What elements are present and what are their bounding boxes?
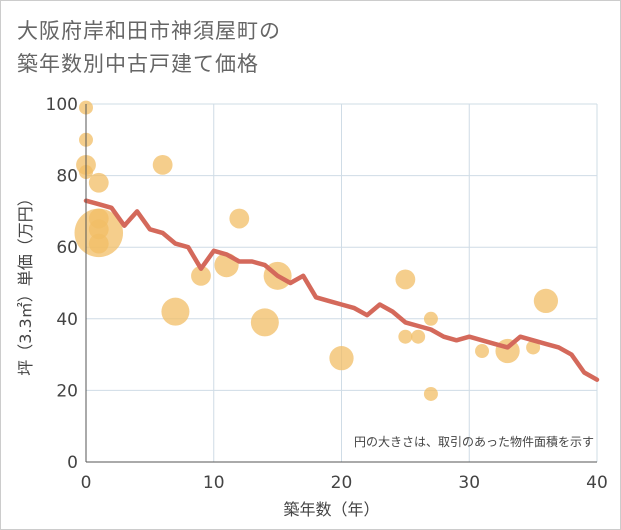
data-point <box>398 329 413 344</box>
axis-labels: 0 20 40 60 80 100 0 10 20 30 40 築年数（年） 坪（3.3㎡）単価（万円）… <box>16 95 608 519</box>
x-tick-label: 30 <box>458 473 480 493</box>
data-point <box>88 233 109 254</box>
y-axis-title: 坪（3.3㎡）単価（万円） <box>16 190 35 375</box>
x-tick-label: 20 <box>331 473 353 493</box>
x-tick-label: 40 <box>586 473 608 493</box>
x-tick-label: 0 <box>81 473 92 493</box>
x-tick-label: 10 <box>203 473 225 493</box>
data-point <box>229 208 250 229</box>
data-point <box>526 340 541 355</box>
data-point <box>533 288 559 314</box>
title-line-1: 大阪府岸和田市神須屋町の <box>17 19 281 43</box>
y-tick-label: 80 <box>56 167 78 187</box>
data-point <box>423 386 438 401</box>
average-line <box>83 198 600 382</box>
data-point <box>411 329 426 344</box>
bubble-series <box>74 100 559 401</box>
y-tick-label: 100 <box>46 95 78 115</box>
data-point <box>250 308 279 337</box>
axes <box>85 104 597 463</box>
y-tick-label: 60 <box>56 238 78 258</box>
title-line-2: 築年数別中古戸建て価格 <box>17 52 259 76</box>
size-legend-note: 円の大きさは、取引のあった物件面積を示す <box>354 434 594 449</box>
y-tick-label: 40 <box>56 310 78 330</box>
average-line-series <box>83 198 600 382</box>
x-axis-title: 築年数（年） <box>283 500 379 519</box>
data-point <box>395 269 416 290</box>
y-tick-label: 0 <box>67 453 78 473</box>
data-point <box>152 154 173 175</box>
data-point <box>74 208 124 258</box>
chart-title: 大阪府岸和田市神須屋町の 築年数別中古戸建て価格 <box>17 15 281 81</box>
data-point <box>475 344 490 359</box>
y-tick-label: 20 <box>56 381 78 401</box>
data-point <box>161 297 190 326</box>
data-point <box>423 311 438 326</box>
data-point <box>191 265 211 286</box>
data-point <box>88 172 109 193</box>
data-point <box>329 346 354 371</box>
